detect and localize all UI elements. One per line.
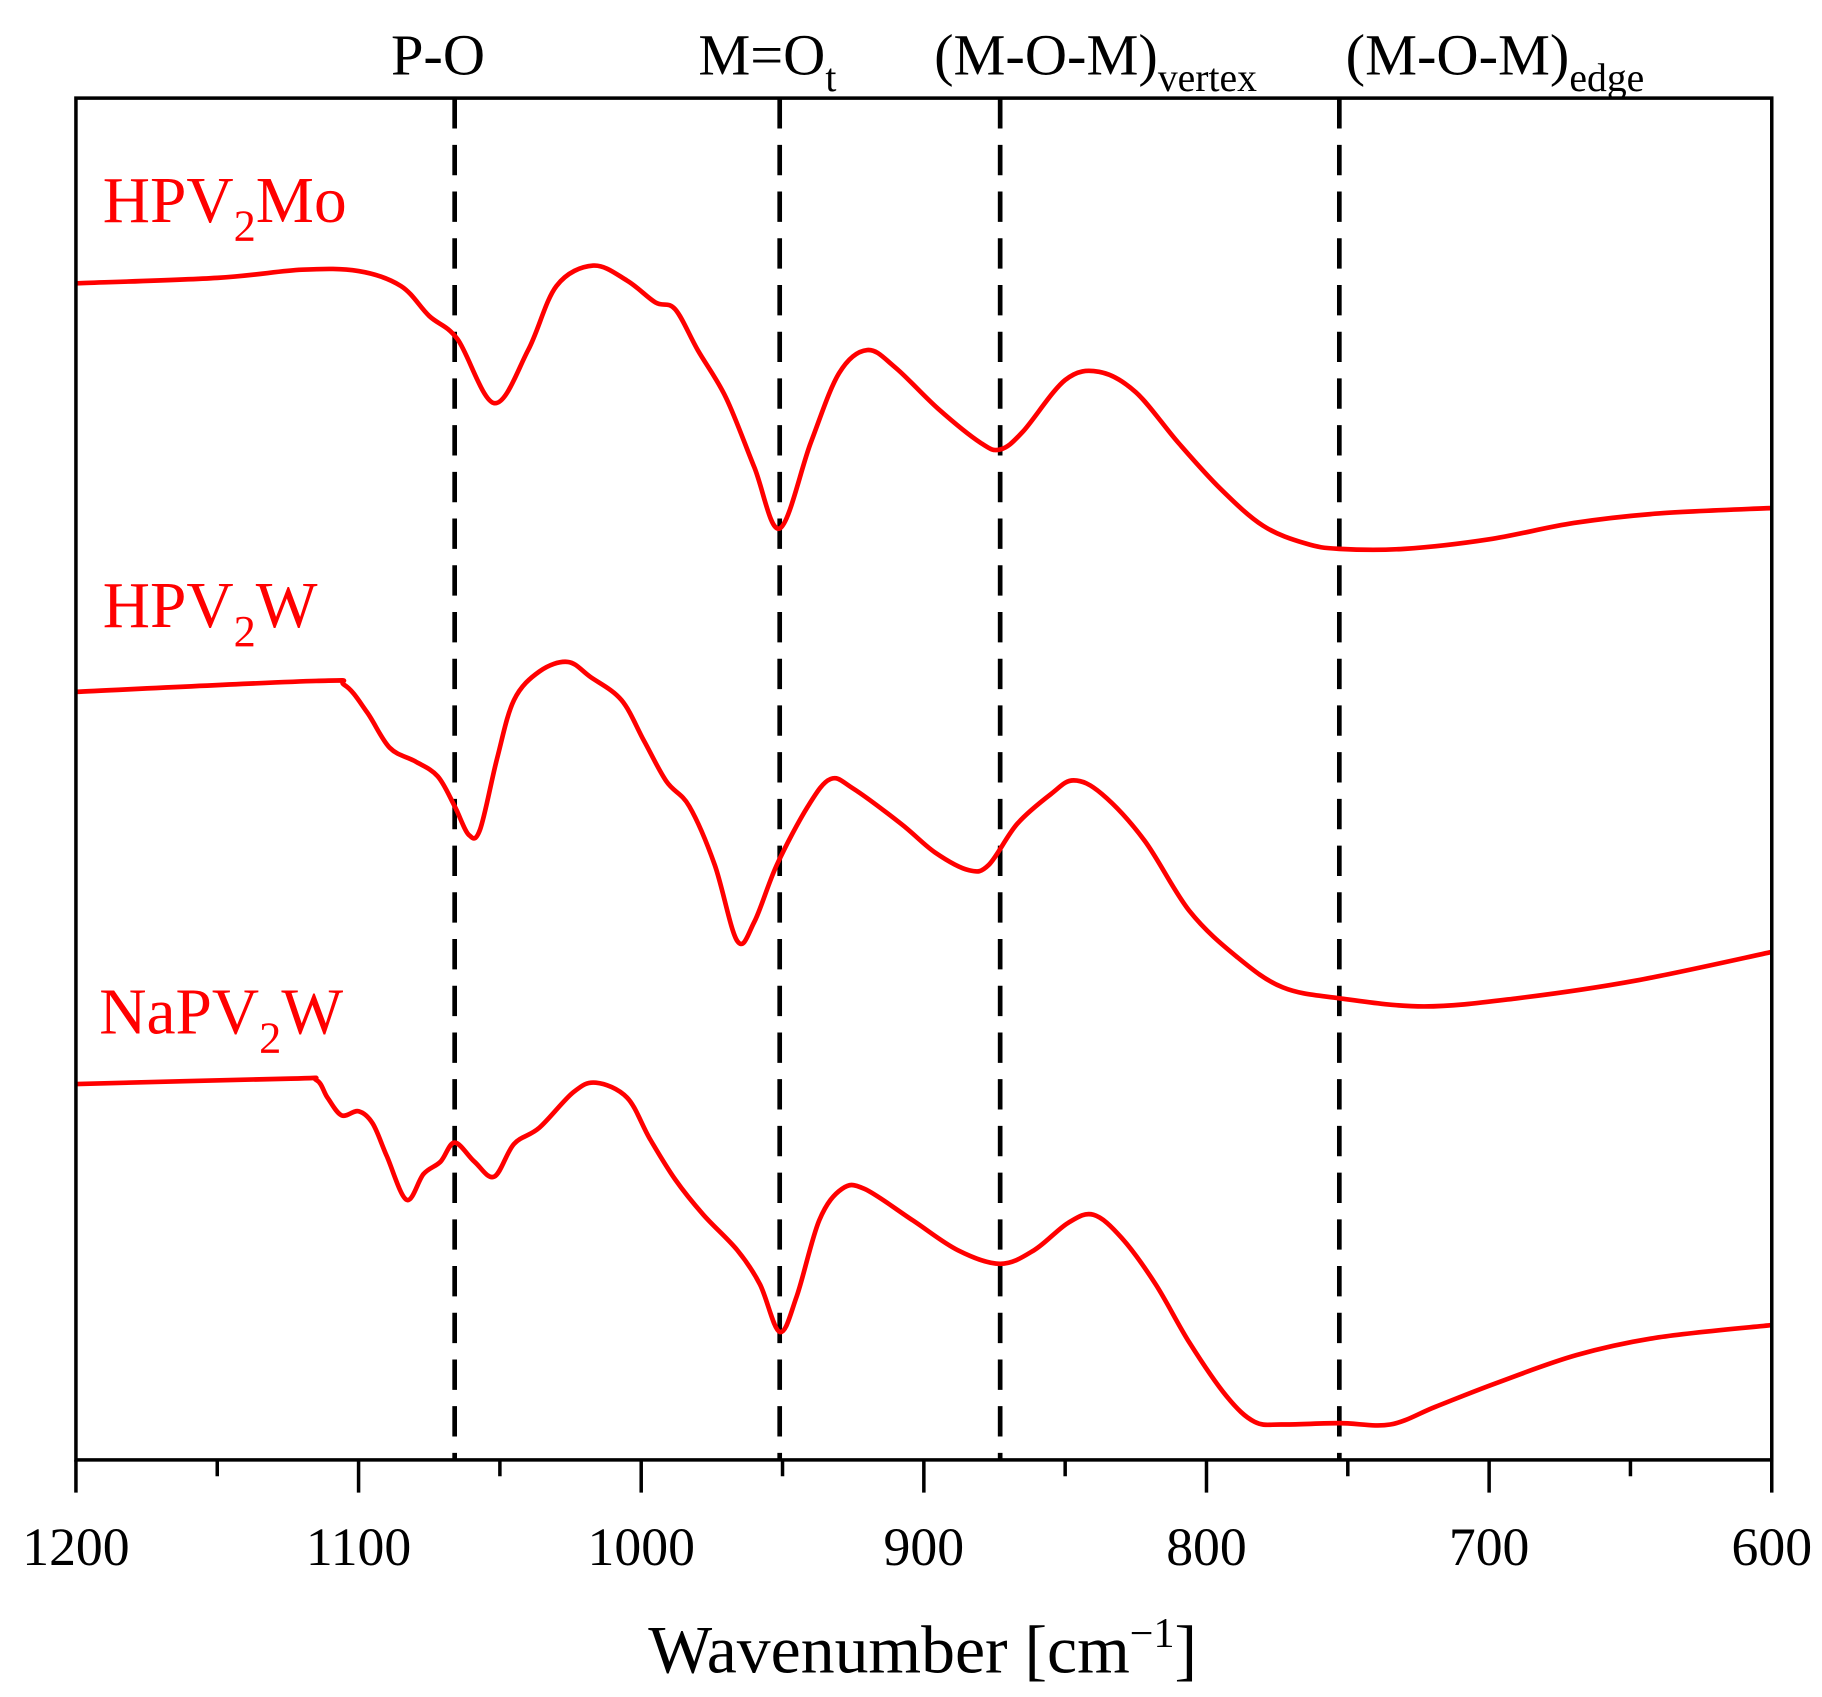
reference-label: P-O [391,23,485,88]
series-label-NaPV2W: NaPV2W [99,977,343,1063]
x-tick-label: 1000 [587,1517,694,1577]
x-tick-label: 700 [1449,1517,1530,1577]
series-line-NaPV2W [75,1075,1773,1428]
series-label-HPV2Mo: HPV2Mo [103,165,347,251]
reference-label: M=Ot [698,23,836,100]
reference-label: (M-O-M)edge [1346,23,1645,100]
x-tick-label: 1100 [306,1517,411,1577]
series-label-HPV2W: HPV2W [103,570,318,656]
reference-label: (M-O-M)vertex [934,23,1257,100]
x-tick-label: 1200 [22,1517,129,1577]
x-tick-label: 900 [884,1517,965,1577]
x-tick-label: 600 [1731,1517,1812,1577]
series-line-HPV2W [75,659,1773,1009]
series-line-HPV2Mo [75,263,1772,553]
x-tick-label: 800 [1166,1517,1247,1577]
plot-frame [74,96,1774,1462]
x-axis-label: Wavenumber [cm−1] [648,1611,1197,1688]
